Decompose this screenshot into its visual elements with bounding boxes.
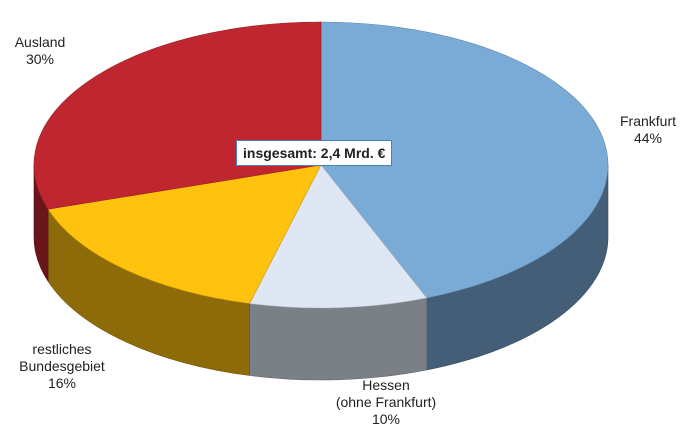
slice-value: 44% <box>633 130 663 146</box>
slice-category: restliches Bundesgebiet <box>19 341 105 374</box>
slice-category: Hessen (ohne Frankfurt) <box>335 377 437 410</box>
slice-label: Ausland 30% <box>15 34 66 68</box>
slice-value: 16% <box>47 375 77 391</box>
slice-value: 10% <box>371 411 401 427</box>
slice-label: Frankfurt 44% <box>620 113 676 147</box>
slice <box>249 164 428 309</box>
slice-category: Ausland <box>14 34 66 50</box>
slice <box>320 21 609 299</box>
slice-label: Hessen (ohne Frankfurt) 10% <box>336 377 436 428</box>
slice-label: restliches Bundesgebiet 16% <box>19 341 105 392</box>
slice-category: Frankfurt <box>619 113 677 129</box>
slice-side <box>249 297 427 381</box>
total-annotation: insgesamt: 2,4 Mrd. € <box>236 140 393 166</box>
pie-sides <box>33 164 609 381</box>
slice <box>47 164 322 304</box>
slice-value: 30% <box>25 51 55 67</box>
